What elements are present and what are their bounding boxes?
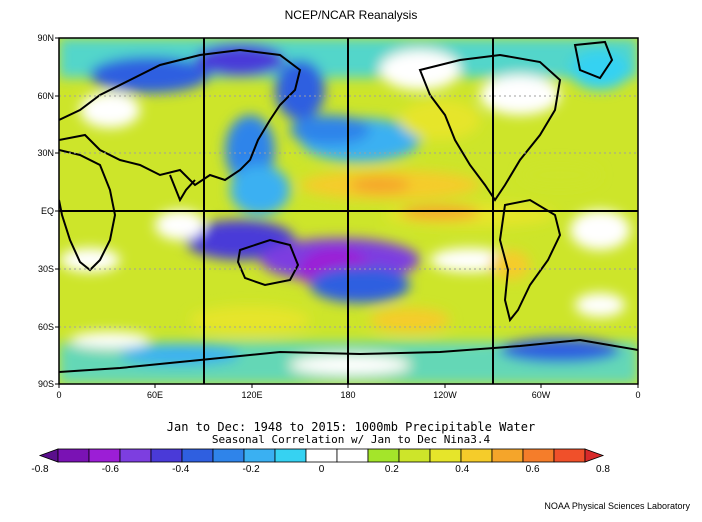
- colorbar-under-triangle: [38, 448, 59, 463]
- latitude-axis: 90N 60N 30N EQ 30S 60S 90S: [37, 33, 54, 389]
- colorbar: -0.8 -0.6 -0.4 -0.2 0 0.2 0.4 0.6 0.8: [31, 448, 610, 475]
- subtitle-line-2: Seasonal Correlation w/ Jan to Dec Nina3…: [211, 433, 491, 446]
- colorbar-tick-label: 0.6: [526, 464, 540, 475]
- colorbar-segment: [88, 448, 121, 463]
- colorbar-segment: [119, 448, 152, 463]
- colorbar-segment: [398, 448, 431, 463]
- lon-label-60e: 60E: [147, 390, 163, 400]
- colorbar-tick-label: -0.8: [31, 464, 49, 475]
- colorbar-segment: [150, 448, 183, 463]
- colorbar-tick-label: -0.4: [172, 464, 190, 475]
- lon-label-180: 180: [340, 390, 355, 400]
- lat-label-60n: 60N: [37, 91, 54, 101]
- lat-label-60s: 60S: [38, 322, 54, 332]
- latitude-gridlines: [59, 95, 638, 328]
- colorbar-segment: [336, 448, 369, 463]
- lat-label-90n: 90N: [37, 33, 54, 43]
- lon-label-120w: 120W: [433, 390, 457, 400]
- colorbar-segment: [429, 448, 462, 463]
- colorbar-segment: [491, 448, 524, 463]
- coastlines: [59, 40, 638, 373]
- colorbar-tick-label: -0.6: [102, 464, 120, 475]
- major-gridlines: [59, 38, 638, 384]
- colorbar-segment: [553, 448, 586, 463]
- lat-label-eq: EQ: [41, 206, 54, 216]
- subtitle-line-1: Jan to Dec: 1948 to 2015: 1000mb Precipi…: [166, 420, 536, 434]
- colorbar-segment: [460, 448, 493, 463]
- colorbar-over-triangle: [584, 448, 605, 463]
- lon-label-60w: 60W: [532, 390, 551, 400]
- colorbar-tick-label: 0.2: [385, 464, 399, 475]
- colorbar-segment: [243, 448, 276, 463]
- lon-label-0: 0: [56, 390, 61, 400]
- colorbar-tick-label: 0: [319, 464, 325, 475]
- colorbar-segment: [181, 448, 214, 463]
- credit-text: NOAA Physical Sciences Laboratory: [544, 501, 690, 511]
- lon-label-120e: 120E: [241, 390, 262, 400]
- colorbar-tick-label: -0.2: [243, 464, 261, 475]
- colorbar-tick-label: 0.8: [596, 464, 610, 475]
- lon-label-0-end: 0: [635, 390, 640, 400]
- longitude-axis: 0 60E 120E 180 120W 60W 0: [56, 390, 640, 400]
- lat-label-30n: 30N: [37, 148, 54, 158]
- colorbar-segment: [367, 448, 400, 463]
- colorbar-segment: [274, 448, 307, 463]
- colorbar-segment: [305, 448, 338, 463]
- colorbar-segment: [212, 448, 245, 463]
- colorbar-segment: [57, 448, 90, 463]
- colorbar-tick-label: 0.4: [455, 464, 469, 475]
- map-title: NCEP/NCAR Reanalysis: [284, 8, 418, 22]
- lat-label-90s: 90S: [38, 379, 54, 389]
- lat-label-30s: 30S: [38, 264, 54, 274]
- colorbar-segment: [522, 448, 555, 463]
